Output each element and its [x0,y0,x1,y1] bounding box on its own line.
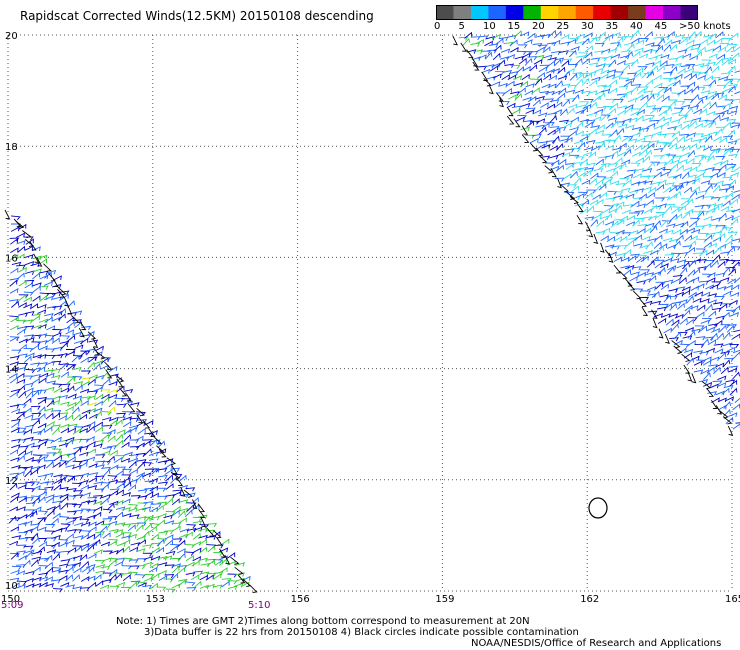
map-title: Rapidscat Corrected Winds(12.5KM) 201501… [20,9,374,23]
longitude-label: 150 [1,594,20,605]
color-swatch [453,5,472,20]
color-scale-label: 0 [434,21,441,32]
pass-time-end: 5:10 [248,600,270,611]
color-swatch [488,5,507,20]
color-scale-label: 30 [581,21,594,32]
color-scale-label: 40 [630,21,643,32]
latitude-label: 10 [5,581,18,592]
color-swatch [540,5,559,20]
contamination-circle [588,497,608,519]
color-swatch [505,5,524,20]
note-line-1: Note: 1) Times are GMT 2)Times along bot… [116,616,530,627]
color-swatch [645,5,664,20]
wind-swath-east [458,29,740,430]
color-swatch [663,5,682,20]
longitude-label: 162 [580,594,599,605]
color-scale-label: 25 [556,21,570,32]
color-scale-label: 35 [605,21,619,32]
color-scale-label: 20 [532,21,545,32]
latitude-label: 12 [5,476,18,487]
lat-lon-grid [7,34,733,592]
color-swatch [575,5,594,20]
longitude-label: 165 [725,594,740,605]
color-swatch [610,5,629,20]
note-line-2: 3)Data buffer is 22 hrs from 20150108 4)… [144,627,579,638]
color-scale-label: >50 knots [679,21,731,32]
color-scale-label: 45 [654,21,668,32]
rain-flag-edge-east [452,35,734,436]
color-swatch [628,5,647,20]
color-swatch [680,5,698,20]
axis-labels: 20 18 16 14 12 10 150 153 156 159 162 165 [1,31,740,605]
longitude-label: 153 [146,594,165,605]
rain-flag-edge-west [4,209,258,593]
color-swatch [470,5,489,20]
color-swatch [523,5,542,20]
color-swatch [558,5,577,20]
pass-time-start: 5:09 [1,600,23,611]
longitude-label: 156 [291,594,310,605]
color-swatch [436,5,454,20]
color-scale-label: 15 [507,21,521,32]
color-scale-label: 10 [483,21,496,32]
color-swatch [593,5,612,20]
latitude-label: 20 [5,31,18,42]
color-scale-bar [436,5,698,20]
longitude-label: 159 [435,594,454,605]
latitude-label: 16 [5,253,18,264]
note-line-3: NOAA/NESDIS/Office of Research and Appli… [471,638,722,649]
latitude-label: 18 [5,142,18,153]
color-scale-label: 5 [458,21,465,32]
latitude-label: 14 [5,365,18,376]
